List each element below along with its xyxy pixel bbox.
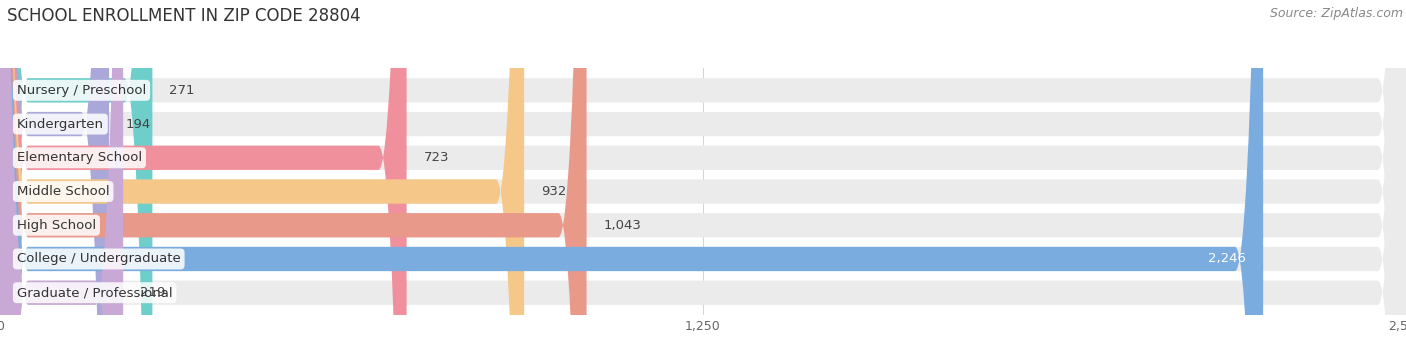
Text: Nursery / Preschool: Nursery / Preschool [17,84,146,97]
Text: 2,246: 2,246 [1208,252,1246,265]
Text: College / Undergraduate: College / Undergraduate [17,252,180,265]
FancyBboxPatch shape [0,0,586,342]
Text: Middle School: Middle School [17,185,110,198]
Text: 271: 271 [169,84,195,97]
Text: High School: High School [17,219,96,232]
Text: Source: ZipAtlas.com: Source: ZipAtlas.com [1270,7,1403,20]
Text: 1,043: 1,043 [603,219,641,232]
Text: 932: 932 [541,185,567,198]
Text: 194: 194 [127,118,152,131]
Text: Graduate / Professional: Graduate / Professional [17,286,173,299]
Text: Elementary School: Elementary School [17,151,142,164]
Text: 723: 723 [423,151,449,164]
FancyBboxPatch shape [0,0,110,342]
FancyBboxPatch shape [0,0,124,342]
FancyBboxPatch shape [0,0,524,342]
Text: Kindergarten: Kindergarten [17,118,104,131]
Text: 219: 219 [141,286,166,299]
Text: SCHOOL ENROLLMENT IN ZIP CODE 28804: SCHOOL ENROLLMENT IN ZIP CODE 28804 [7,7,361,25]
FancyBboxPatch shape [0,0,406,342]
FancyBboxPatch shape [0,0,152,342]
FancyBboxPatch shape [0,0,1263,342]
